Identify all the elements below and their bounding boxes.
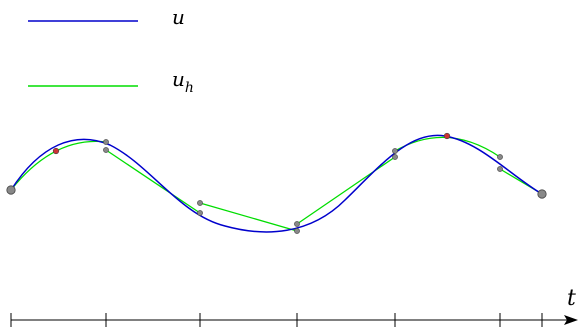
node-point-3a [197, 200, 203, 206]
uh-segment-3 [199, 202, 298, 232]
node-point-6b [497, 166, 503, 172]
node-point-5b [392, 154, 398, 160]
uh-segment-1 [10, 140, 107, 191]
time-axis-arrowhead [564, 315, 578, 325]
node-points [6, 132, 547, 234]
legend-approx-label: uh [172, 67, 194, 96]
node-point-4a [294, 221, 300, 227]
legend-exact-label: u [172, 5, 185, 29]
midpoint-1 [52, 147, 60, 155]
approx-solution-uh [10, 136, 543, 232]
uh-segment-4 [296, 156, 396, 225]
legend-approx-label-base: u [172, 67, 185, 91]
exact-solution-u [10, 134, 543, 233]
node-point-5a [392, 148, 398, 154]
node-point-3b [197, 210, 203, 216]
uh-segment-2 [105, 149, 201, 214]
node-point-end [537, 189, 547, 199]
node-point-start [6, 185, 16, 195]
node-point-4b [294, 228, 300, 234]
time-axis-label: t [567, 286, 576, 311]
node-point-6a [497, 154, 503, 160]
midpoint-2 [443, 132, 451, 140]
node-point-2a [103, 139, 109, 145]
time-axis [10, 313, 578, 327]
uh-segment-5 [394, 136, 501, 158]
legend-approx-label-subscript: h [185, 80, 194, 96]
node-point-2b [103, 147, 109, 153]
